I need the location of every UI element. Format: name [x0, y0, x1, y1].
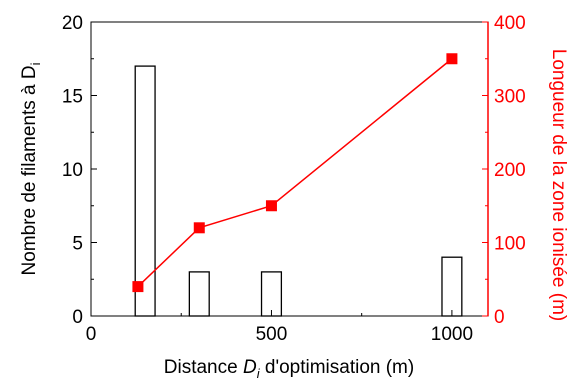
x-tick-label: 0: [86, 324, 97, 345]
line-point: [193, 222, 205, 234]
line-point: [446, 53, 458, 65]
left-tick-label: 15: [62, 87, 83, 108]
x-tick-label: 500: [256, 324, 288, 345]
bar: [134, 65, 156, 317]
series-line: [137, 58, 453, 288]
left-tick-label: 0: [72, 307, 83, 328]
left-axis-label-sub: i: [28, 62, 43, 65]
bar: [188, 271, 210, 317]
x-axis-label-suffix: d'optimisation (m): [260, 357, 415, 378]
line-point: [265, 200, 277, 212]
x-axis-label-var: D: [243, 357, 257, 378]
left-tick-label: 5: [72, 234, 83, 255]
left-tick-label: 10: [62, 160, 83, 181]
x-axis-ticks: 0 500 1000: [86, 310, 473, 345]
line-point: [132, 281, 144, 293]
right-tick-label: 300: [494, 87, 526, 108]
bar: [260, 271, 283, 317]
right-tick-label: 200: [494, 160, 526, 181]
x-axis-label: Distance Di d'optimisation (m): [164, 357, 414, 381]
right-axis-ticks: 0 100 200 300 400: [482, 13, 526, 328]
right-tick-label: 0: [494, 307, 505, 328]
right-axis-label: Longueur de la zone ionisée (m): [548, 49, 569, 322]
left-tick-label: 20: [62, 13, 83, 34]
right-tick-label: 100: [494, 234, 526, 255]
bar-series: [134, 65, 463, 317]
x-axis-label-sub: i: [257, 366, 261, 381]
left-axis-label: Nombre de filaments à Di: [19, 62, 43, 275]
left-axis-ticks: 0 5 10 15 20: [62, 13, 97, 328]
x-axis-label-prefix: Distance: [164, 357, 243, 378]
line-series: [132, 53, 458, 293]
bar: [441, 256, 463, 317]
right-tick-label: 400: [494, 13, 526, 34]
x-tick-label: 1000: [431, 324, 473, 345]
left-axis-label-prefix: Nombre de filaments à D: [19, 65, 40, 275]
